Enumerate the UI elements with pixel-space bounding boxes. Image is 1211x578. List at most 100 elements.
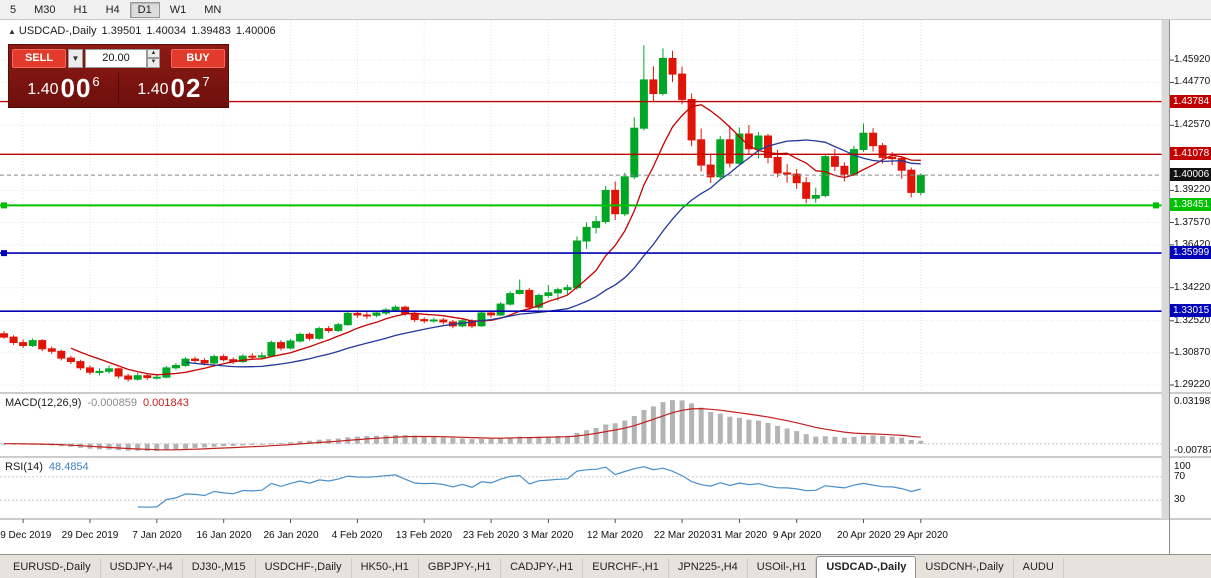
macd-histogram-bar	[851, 437, 857, 444]
macd-histogram-bar	[469, 439, 475, 444]
macd-histogram-bar	[307, 440, 313, 444]
timeframe-button-d1[interactable]: D1	[129, 1, 160, 18]
candle-body	[735, 133, 744, 164]
sell-price-display[interactable]: 1.40 00 6	[9, 73, 118, 104]
macd-histogram-bar	[918, 440, 924, 444]
chart-tab[interactable]: AUDU	[1014, 558, 1064, 578]
timeframe-button-m30[interactable]: M30	[34, 3, 56, 16]
candle-body	[38, 340, 47, 350]
buy-price-base: 1.40	[137, 81, 169, 98]
volume-spinner: ▲ ▼	[147, 48, 160, 68]
macd-histogram-bar	[784, 428, 790, 444]
line-handle[interactable]	[1153, 202, 1159, 209]
macd-histogram-bar	[794, 431, 800, 444]
candle-body	[372, 312, 381, 316]
candle-body	[362, 314, 371, 317]
chart-tab[interactable]: JPN225-,H4	[669, 558, 748, 578]
macd-histogram-bar	[908, 440, 914, 444]
timeframe-button-h4[interactable]: H4	[105, 3, 120, 16]
candle-body	[76, 361, 85, 369]
date-axis-label: 22 Mar 2020	[653, 530, 711, 541]
date-axis-label: 23 Feb 2020	[462, 530, 520, 541]
chart-tab[interactable]: USDCAD-,Daily	[816, 556, 917, 578]
chart-tab[interactable]: USOil-,H1	[748, 558, 817, 578]
price-axis-label: 1.44770	[1174, 76, 1211, 87]
volume-decrease-button[interactable]: ▼	[147, 58, 160, 68]
chart-tab[interactable]: USDCNH-,Daily	[916, 558, 1014, 578]
line-handle[interactable]	[1, 250, 7, 257]
macd-histogram-bar	[545, 436, 551, 444]
macd-name: MACD(12,26,9)	[5, 397, 82, 409]
buy-price-display[interactable]: 1.40 02 7	[119, 73, 228, 104]
date-axis-label: 9 Apr 2020	[772, 530, 822, 541]
macd-histogram-bar	[622, 420, 628, 444]
macd-histogram-bar	[421, 436, 427, 444]
volume-input[interactable]	[85, 48, 147, 68]
macd-histogram-bar	[125, 443, 131, 451]
chart-tab[interactable]: DJ30-,M15	[183, 558, 256, 578]
candle-body	[573, 240, 581, 289]
candle-body	[792, 173, 801, 184]
price-axis-label: 1.30870	[1174, 347, 1211, 358]
candle-body	[152, 376, 161, 379]
date-axis: 19 Dec 2019 29 Dec 2019 7 Jan 2020 16 Jan 2…	[0, 520, 1168, 554]
macd-histogram-bar	[736, 417, 742, 444]
timeframe-button-h1[interactable]: H1	[73, 3, 88, 16]
chart-tab[interactable]: USDCHF-,Daily	[256, 558, 352, 578]
chart-tab[interactable]: EURCHF-,H1	[583, 558, 669, 578]
date-axis-label: 3 Mar 2020	[522, 530, 574, 541]
macd-histogram-bar	[660, 402, 666, 444]
macd-histogram-bar	[240, 443, 246, 446]
chart-symbol-label: USDCAD-,Daily	[18, 25, 97, 37]
chart-tab[interactable]: GBPJPY-,H1	[419, 558, 502, 578]
chart-tab[interactable]: HK50-,H1	[352, 558, 419, 578]
candle-body	[840, 165, 849, 175]
timeframe-button-5[interactable]: 5	[10, 3, 17, 16]
candle-body	[620, 176, 629, 215]
candle-body	[296, 333, 305, 342]
macd-histogram-bar	[822, 436, 828, 444]
macd-histogram-bar	[249, 443, 255, 445]
chart-tab[interactable]: USDJPY-,H4	[101, 558, 183, 578]
chart-tab[interactable]: EURUSD-,Daily	[4, 558, 101, 578]
macd-histogram-bar	[192, 443, 198, 448]
candle-body	[487, 312, 496, 316]
timeframe-button-mn[interactable]: MN	[204, 3, 222, 16]
ohlc-open-value: 1.39501	[101, 25, 142, 37]
macd-histogram-bar	[374, 435, 379, 444]
volume-increase-button[interactable]: ▲	[147, 48, 160, 58]
timeframe-button-w1[interactable]: W1	[169, 3, 187, 16]
candle-body	[506, 293, 515, 305]
sell-button[interactable]: SELL	[12, 48, 66, 68]
candle-body	[277, 342, 285, 349]
volume-dropdown-button[interactable]: ▼	[68, 48, 83, 68]
rsi-value: 48.4854	[48, 461, 89, 473]
buy-button[interactable]: BUY	[171, 48, 225, 68]
macd-histogram-bar	[479, 438, 484, 444]
macd-histogram-bar	[775, 425, 781, 444]
macd-histogram-bar	[841, 437, 847, 444]
macd-histogram-bar	[163, 443, 169, 451]
macd-histogram-bar	[440, 437, 446, 444]
macd-histogram-bar	[393, 434, 399, 444]
hline-price-label: 1.41078	[1170, 147, 1211, 160]
macd-histogram-bar	[230, 443, 236, 446]
macd-histogram-bar	[144, 443, 150, 451]
current-price-label: 1.40006	[1170, 168, 1211, 181]
candle-body	[916, 174, 925, 193]
candle-body	[95, 370, 104, 373]
date-axis-label: 20 Apr 2020	[837, 530, 891, 541]
rsi-axis-label: 30	[1174, 494, 1186, 505]
macd-histogram-bar	[727, 416, 733, 444]
macd-histogram-bar	[268, 443, 274, 445]
price-axis-label: 1.36420	[1174, 239, 1211, 250]
line-handle[interactable]	[1, 202, 7, 209]
chart-tab-bar: EURUSD-,Daily USDJPY-,H4 DJ30-,M15 USDCHF-,…	[0, 554, 1211, 578]
macd-histogram-bar	[756, 420, 761, 444]
candle-body	[171, 365, 180, 369]
macd-histogram-bar	[297, 441, 303, 444]
candle-body	[639, 79, 648, 129]
candle-body	[105, 368, 114, 372]
macd-histogram-bar	[507, 437, 513, 444]
chart-tab[interactable]: CADJPY-,H1	[501, 558, 584, 578]
